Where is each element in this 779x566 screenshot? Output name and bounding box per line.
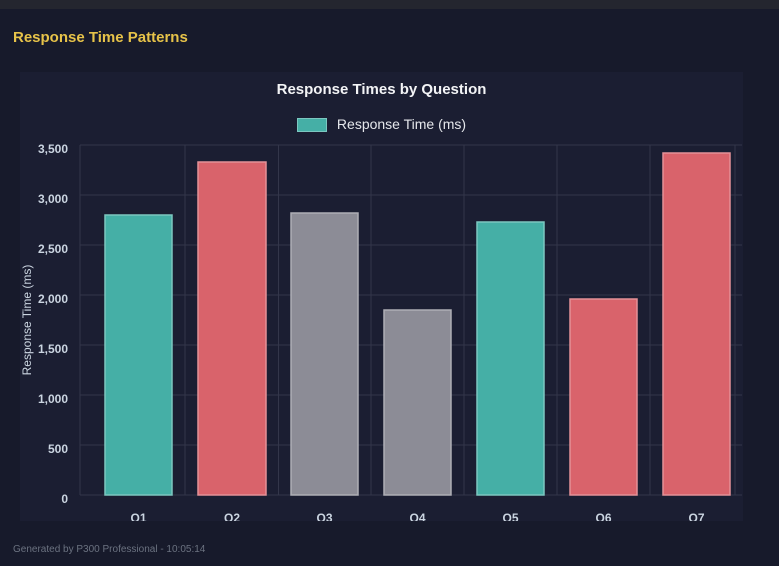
svg-text:Q7: Q7 <box>688 511 704 521</box>
svg-text:500: 500 <box>48 442 68 456</box>
svg-text:2,000: 2,000 <box>38 292 68 306</box>
svg-text:Q6: Q6 <box>595 511 611 521</box>
svg-text:1,000: 1,000 <box>38 392 68 406</box>
svg-text:1,500: 1,500 <box>38 342 68 356</box>
svg-text:0: 0 <box>61 492 68 506</box>
svg-text:Q1: Q1 <box>130 511 146 521</box>
svg-text:Q4: Q4 <box>409 511 425 521</box>
svg-text:Q3: Q3 <box>316 511 332 521</box>
svg-text:3,500: 3,500 <box>38 142 68 156</box>
svg-text:3,000: 3,000 <box>38 192 68 206</box>
svg-text:Q5: Q5 <box>502 511 518 521</box>
svg-text:2,500: 2,500 <box>38 242 68 256</box>
svg-text:Q2: Q2 <box>224 511 240 521</box>
